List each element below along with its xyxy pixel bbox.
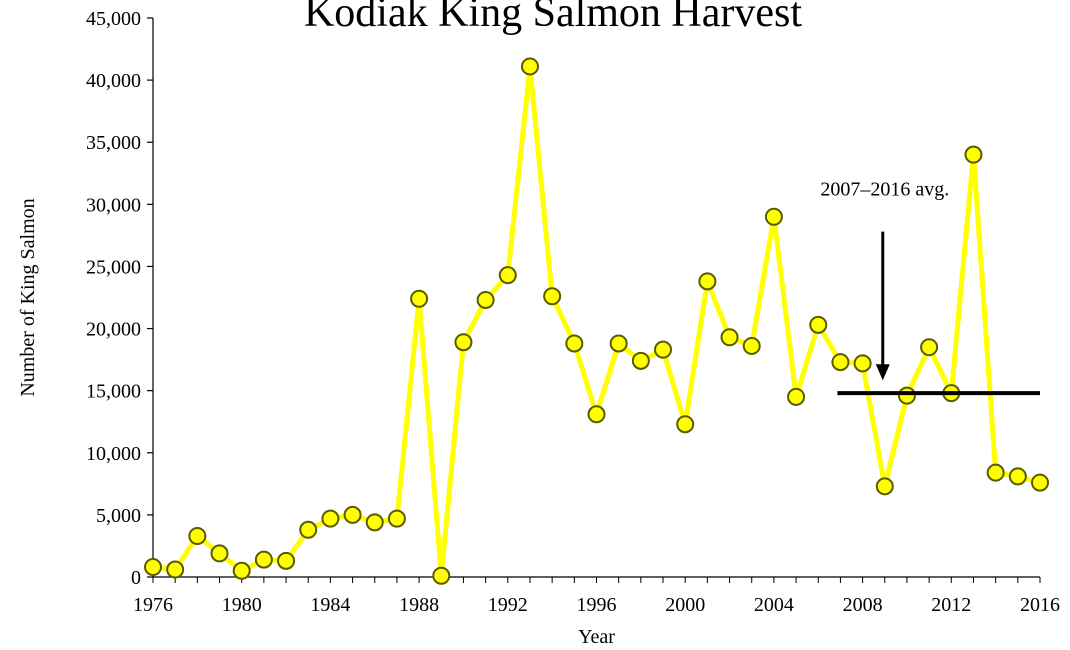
harvest-series [144,57,1049,585]
data-point [654,340,673,359]
data-point [787,387,806,406]
data-point [809,315,828,334]
x-axis-ticks: 1976 1980 1984 1988 1992 1996 2000 2004 2008 2012… [133,577,1060,616]
data-point [144,558,162,577]
data-point [875,477,894,496]
data-point [986,463,1005,482]
data-point [764,207,783,226]
y-tick-label: 25,000 [86,256,141,278]
y-tick-label: 20,000 [86,319,141,341]
x-tick-label: 2012 [931,594,971,616]
x-tick-label: 1980 [222,594,262,616]
y-axis-title: Number of King Salmon [17,198,39,396]
data-point [897,386,916,405]
data-point [365,513,384,532]
axes [152,18,1040,578]
annotation-arrow-head [875,364,890,381]
data-point [454,333,473,352]
data-point [853,354,872,373]
data-point [964,145,983,164]
data-point [631,351,650,370]
x-tick-label: 1996 [577,594,617,616]
data-point [920,338,939,357]
data-point [565,334,584,353]
data-point [299,520,318,539]
x-tick-label: 1976 [133,594,173,616]
data-point [676,415,695,434]
data-point [410,289,429,308]
data-point [343,505,362,524]
chart-title: Kodiak King Salmon Harvest [304,0,802,36]
data-point [210,544,229,563]
x-tick-label: 2008 [843,594,883,616]
x-tick-label: 1992 [488,594,528,616]
data-point [520,57,539,76]
y-axis-ticks: 0 5,000 10,000 15,000 20,000 25,000 30,000 35,0… [86,8,153,589]
x-tick-label: 2000 [665,594,705,616]
annotation-arrow [875,231,890,381]
data-point [1031,473,1049,492]
x-tick-label: 1988 [399,594,439,616]
data-point [1008,467,1027,486]
data-point [742,336,761,355]
series-line [152,63,1041,579]
data-point [831,353,850,372]
x-axis-title: Year [578,626,615,648]
y-tick-label: 5,000 [96,505,141,527]
data-point [543,287,562,306]
y-tick-label: 35,000 [86,132,141,154]
x-tick-label: 1984 [310,594,350,616]
data-point [609,334,628,353]
data-point [432,566,451,585]
y-tick-label: 10,000 [86,443,141,465]
data-point [498,266,517,285]
data-point [232,561,251,580]
data-point [698,272,717,291]
annotation-label: 2007–2016 avg. [820,179,949,201]
data-point [166,560,185,579]
data-point [476,290,495,309]
y-tick-label: 45,000 [86,8,141,30]
data-point [387,509,406,528]
data-point [720,328,739,347]
data-point [254,550,273,569]
x-tick-label: 2004 [754,594,794,616]
y-tick-label: 40,000 [86,70,141,92]
data-point [277,551,296,570]
y-tick-label: 15,000 [86,381,141,403]
data-point [321,509,340,528]
data-point [188,527,207,546]
y-tick-label: 30,000 [86,194,141,216]
x-tick-label: 2016 [1020,594,1060,616]
y-tick-label: 0 [131,567,141,589]
data-point [587,405,606,424]
